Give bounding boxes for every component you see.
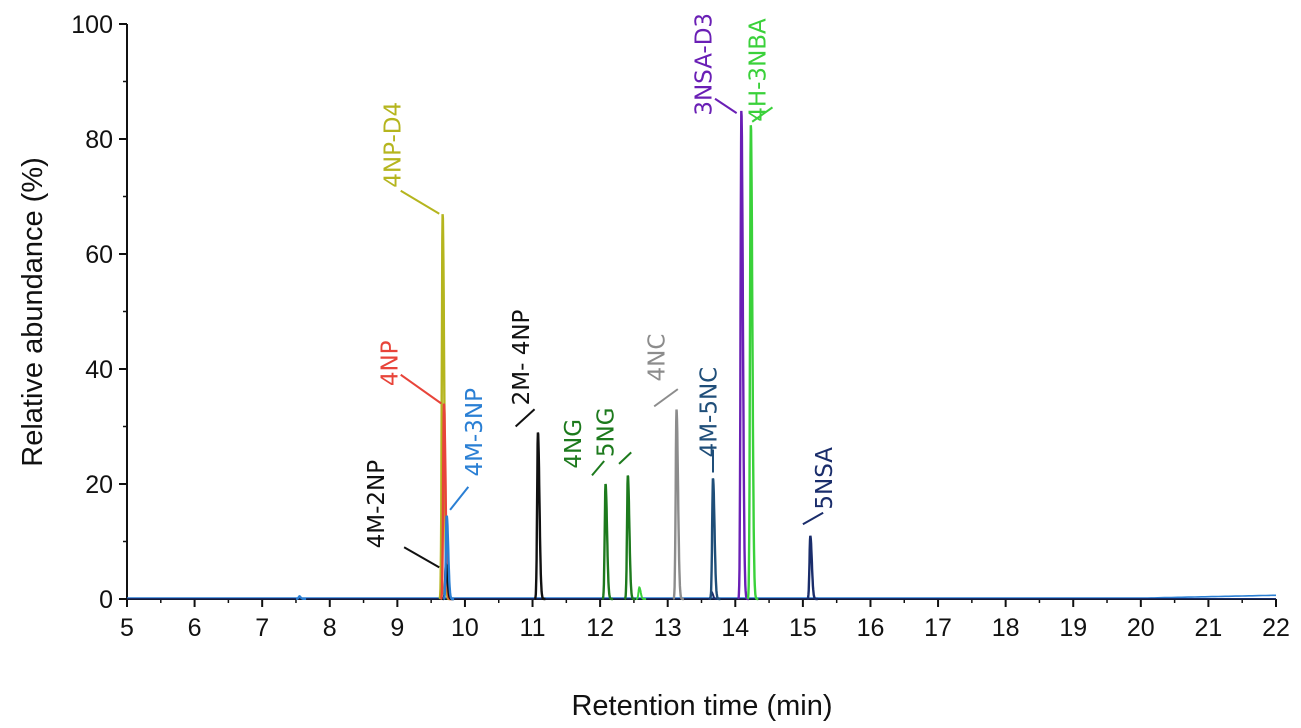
peak-label: 5NG [594, 407, 620, 457]
x-tick-label: 19 [1059, 614, 1087, 642]
peak-2m-4np [533, 432, 546, 601]
leader-line [802, 511, 824, 526]
y-tick-label: 100 [71, 11, 113, 39]
minor-peak [636, 585, 647, 600]
peak-label: 3NSA-D3 [692, 13, 718, 116]
x-tick-label: 21 [1195, 614, 1223, 642]
leader-line [618, 451, 632, 465]
x-tick-label: 12 [586, 614, 614, 642]
peak-annotations: 4NP-D4 4NP 4M-2NP 4M-3NP 2M- 4NP 4NG 5NG 4NC 4M-… [364, 13, 838, 569]
x-tick-label: 16 [857, 614, 885, 642]
y-tick-label: 0 [99, 586, 113, 614]
peak-label: 4M-5NC [696, 367, 722, 458]
x-tick-label: 6 [188, 614, 202, 642]
peak-label: 4M-3NP [462, 388, 488, 477]
peak-label: 5NSA [812, 447, 838, 510]
x-tick-label: 18 [992, 614, 1020, 642]
leader-line [400, 189, 440, 215]
peak-4ng [601, 483, 613, 601]
minor-peak [296, 594, 307, 600]
x-tick-label: 7 [255, 614, 269, 642]
leader-line [400, 373, 442, 405]
peak-3nsa-d3 [737, 110, 749, 601]
x-tick-label: 11 [520, 614, 546, 642]
leader-line [751, 106, 774, 123]
leader-line [714, 97, 738, 114]
peak-label: 4H-3NBA [746, 18, 772, 122]
leader-line [653, 388, 679, 408]
peak-label: 2M- 4NP [509, 309, 535, 405]
peak-label: 4M-2NP [364, 460, 390, 549]
peak-5nsa [806, 535, 818, 601]
x-axis: 5 6 7 8 9 10 11 12 13 14 15 16 17 18 19 20 21 22 [120, 598, 1290, 642]
peak-5ng [623, 475, 636, 601]
peak-4h-3nba [746, 125, 759, 601]
leader-line [449, 486, 470, 511]
y-axis-title: Relative abundance (%) [17, 157, 49, 467]
leader-line [403, 546, 440, 569]
x-tick-label: 10 [451, 614, 479, 642]
x-tick-label: 13 [654, 614, 682, 642]
peak-4m-5nc [709, 478, 721, 601]
y-tick-label: 20 [85, 471, 113, 499]
x-tick-label: 20 [1127, 614, 1155, 642]
x-tick-label: 22 [1262, 614, 1290, 642]
peak-label: 4NP-D4 [381, 102, 407, 188]
peak-4nc [672, 409, 684, 601]
x-tick-label: 9 [390, 614, 404, 642]
y-tick-label: 60 [85, 241, 113, 269]
x-tick-label: 17 [924, 614, 952, 642]
x-tick-label: 15 [789, 614, 817, 642]
y-tick-label: 40 [85, 356, 113, 384]
peak-4m-3np [442, 515, 455, 601]
peak-label: 4NP [377, 340, 403, 386]
x-axis-title: Retention time (min) [571, 690, 832, 722]
x-tick-label: 5 [120, 614, 134, 642]
peak-label: 4NG [561, 419, 587, 469]
x-tick-label: 8 [323, 614, 337, 642]
leader-line [514, 408, 536, 428]
y-tick-label: 80 [85, 126, 113, 154]
leader-line [591, 460, 605, 477]
x-tick-label: 14 [721, 614, 749, 642]
y-axis: 0 20 40 60 80 100 [71, 11, 128, 614]
chromatogram-traces [127, 110, 1276, 601]
peak-label: 4NC [644, 334, 670, 382]
